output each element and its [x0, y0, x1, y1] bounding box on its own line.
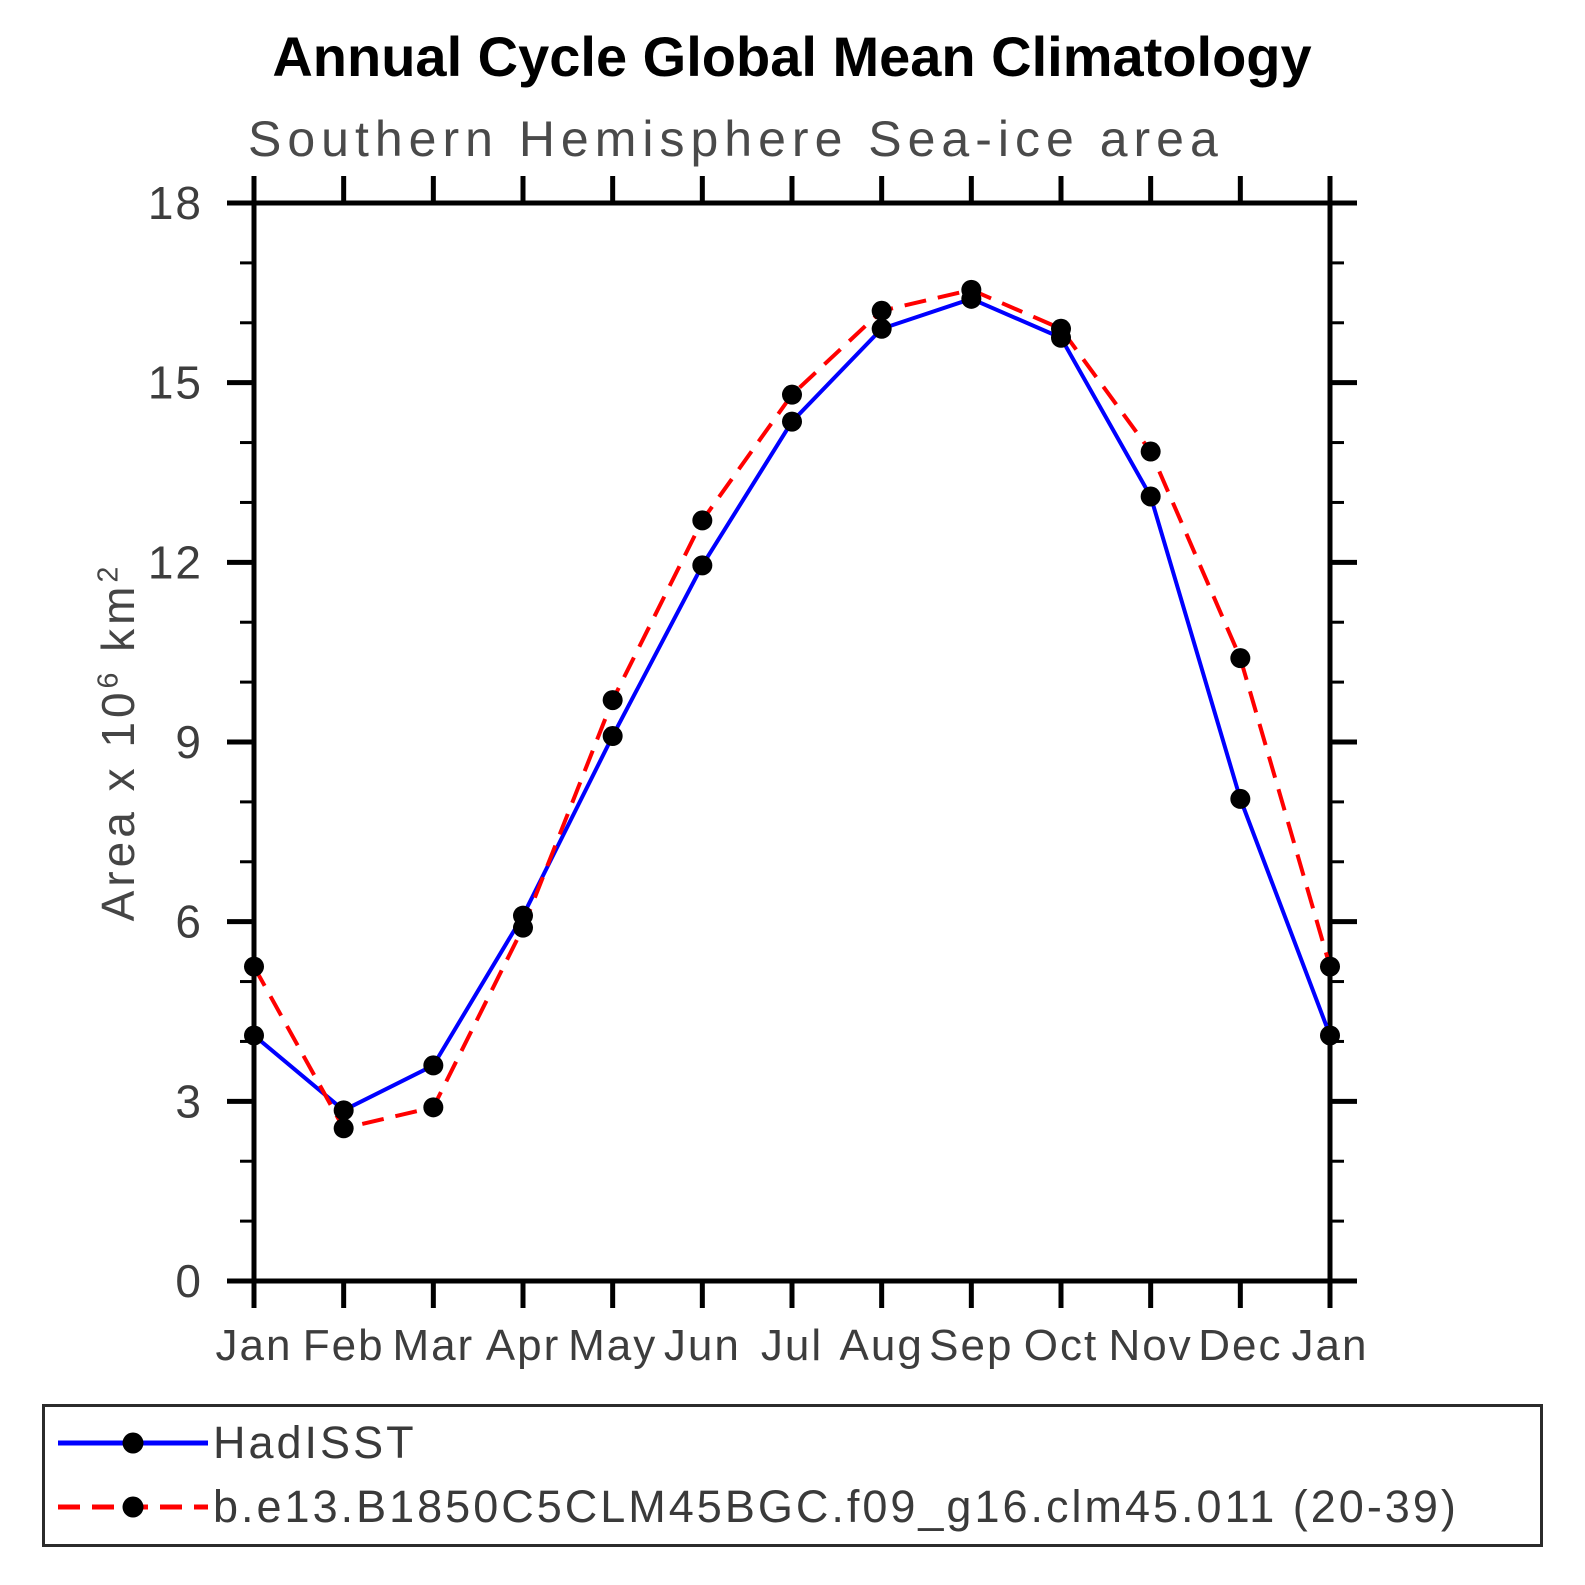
data-point-model — [244, 956, 264, 977]
chart-subtitle: Southern Hemisphere Sea-ice area — [248, 111, 1224, 167]
legend-sample-hadisst — [58, 1421, 208, 1465]
data-point-model — [333, 1118, 354, 1139]
data-point-model — [1320, 956, 1340, 977]
x-axis-tick-label: Dec — [1198, 1321, 1282, 1370]
data-point-model — [1051, 318, 1071, 339]
y-axis-tick-label: 18 — [148, 177, 203, 229]
x-axis-tick-label: Feb — [303, 1321, 385, 1370]
data-point-hadisst — [602, 726, 623, 747]
legend-label-model: b.e13.B1850C5CLM45BGC.f09_g16.clm45.011 … — [213, 1481, 1459, 1532]
data-point-hadisst — [692, 555, 713, 576]
legend: HadISST b.e13.B1850C5CLM45BGC.f09_g16.cl… — [42, 1404, 1543, 1547]
legend-label-hadisst: HadISST — [213, 1417, 417, 1468]
data-point-hadisst — [782, 411, 802, 432]
plot-frame — [251, 200, 1333, 1284]
data-point-model — [782, 384, 802, 405]
legend-item-model: b.e13.B1850C5CLM45BGC.f09_g16.clm45.011 … — [58, 1481, 1532, 1532]
chart-title: Annual Cycle Global Mean Climatology — [272, 25, 1312, 88]
data-point-model — [692, 510, 713, 531]
data-point-model — [602, 690, 623, 711]
y-axis-tick-label: 12 — [148, 536, 203, 588]
x-axis-tick-label: Nov — [1109, 1321, 1193, 1370]
x-axis-tick-label: Jun — [664, 1321, 741, 1370]
data-point-hadisst — [1140, 486, 1161, 507]
legend-marker-circle — [122, 1432, 144, 1454]
y-axis-tick-label: 3 — [175, 1075, 203, 1127]
data-point-model — [961, 279, 982, 300]
data-point-model — [423, 1097, 444, 1118]
legend-marker-circle — [122, 1496, 144, 1518]
x-axis-tick-label: May — [568, 1321, 657, 1370]
y-axis-tick-label: 15 — [148, 357, 203, 409]
data-point-model — [1230, 648, 1251, 669]
data-point-hadisst — [1230, 788, 1251, 809]
data-point-model — [871, 300, 892, 321]
x-axis-tick-label: Jan — [216, 1321, 293, 1370]
legend-item-hadisst: HadISST — [58, 1417, 1532, 1468]
data-point-hadisst — [333, 1100, 354, 1121]
x-axis-tick-label: Sep — [929, 1321, 1013, 1370]
y-axis-tick-label: 0 — [175, 1255, 203, 1307]
x-axis-tick-label: Jan — [1292, 1321, 1369, 1370]
y-axis-tick-label: 6 — [175, 896, 203, 948]
data-point-model — [513, 917, 533, 938]
x-axis-tick-label: Oct — [1024, 1321, 1098, 1370]
x-axis-tick-label: Jul — [761, 1321, 823, 1370]
legend-sample-model — [58, 1485, 208, 1529]
x-axis-tick-label: Aug — [840, 1321, 924, 1370]
data-point-model — [1140, 441, 1161, 462]
data-point-hadisst — [871, 318, 892, 339]
y-axis-tick-label: 9 — [175, 716, 203, 768]
data-point-hadisst — [1320, 1025, 1340, 1046]
x-axis-tick-label: Mar — [392, 1321, 474, 1370]
x-axis-tick-label: Apr — [486, 1321, 560, 1370]
data-point-hadisst — [423, 1055, 444, 1076]
data-point-hadisst — [244, 1025, 264, 1046]
